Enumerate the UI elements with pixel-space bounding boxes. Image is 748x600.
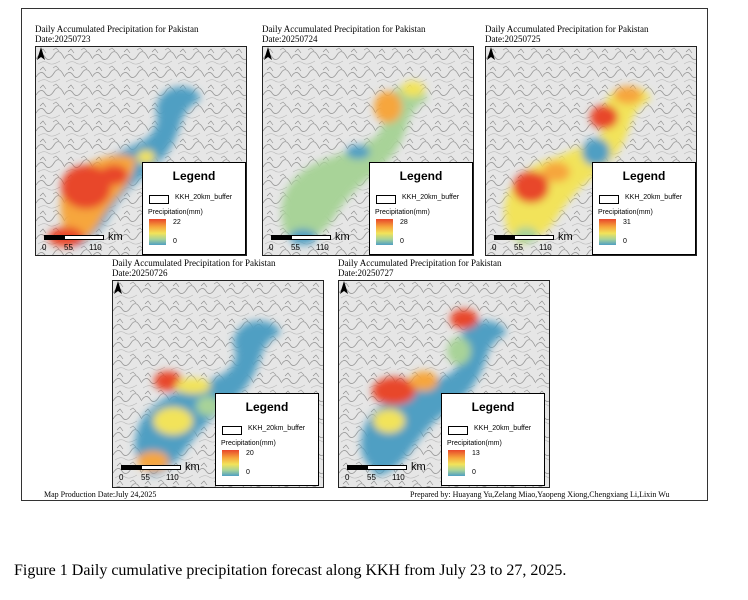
scale-bar: km 0 55 110 (119, 461, 221, 487)
layer-swatch (376, 195, 396, 204)
legend-layer-name: KKH_20km_buffer (175, 194, 233, 201)
panel-title: Daily Accumulated Precipitation for Paki… (112, 258, 276, 268)
panel-title: Daily Accumulated Precipitation for Paki… (35, 24, 199, 34)
legend-precip-label: Precipitation(mm) (375, 209, 430, 216)
legend: Legend KKH_20km_buffer Precipitation(mm)… (215, 393, 319, 486)
scale-unit: km (558, 231, 573, 243)
panel-date: Date:20250725 (485, 34, 541, 44)
panel-date: Date:20250726 (112, 268, 168, 278)
color-ramp (448, 450, 465, 476)
legend-precip-label: Precipitation(mm) (221, 440, 276, 447)
legend-min-value: 0 (173, 238, 177, 245)
legend: Legend KKH_20km_buffer Precipitation(mm)… (441, 393, 545, 486)
scale-unit: km (335, 231, 350, 243)
scale-tick: 55 (514, 243, 523, 252)
color-ramp (222, 450, 239, 476)
legend-layer-name: KKH_20km_buffer (402, 194, 460, 201)
scale-tick: 55 (367, 473, 376, 482)
legend-max-value: 20 (246, 450, 254, 457)
legend-title: Legend (245, 400, 289, 414)
layer-swatch (149, 195, 169, 204)
legend-title: Legend (471, 400, 515, 414)
figure-caption: Figure 1 Daily cumulative precipitation … (14, 562, 567, 579)
panel-date: Date:20250727 (338, 268, 394, 278)
panel-title: Daily Accumulated Precipitation for Paki… (338, 258, 502, 268)
panel-date: Date:20250724 (262, 34, 318, 44)
legend-title: Legend (172, 169, 216, 183)
panel-title: Daily Accumulated Precipitation for Paki… (262, 24, 426, 34)
legend-layer-name: KKH_20km_buffer (474, 425, 532, 432)
legend-title: Legend (622, 169, 666, 183)
panel-20250726: Daily Accumulated Precipitation for Paki… (112, 258, 324, 488)
prepared-by: Prepared by: Huayang Yu,Zelang Miao,Yaop… (410, 490, 670, 499)
map-frame: Legend KKH_20km_buffer Precipitation(mm)… (112, 280, 324, 488)
north-arrow-icon (114, 281, 122, 294)
legend: Legend KKH_20km_buffer Precipitation(mm)… (592, 162, 696, 255)
scale-tick: 55 (291, 243, 300, 252)
legend-min-value: 0 (246, 469, 250, 476)
color-ramp (149, 219, 166, 245)
legend-max-value: 28 (400, 219, 408, 226)
panel-20250723: Daily Accumulated Precipitation for Paki… (35, 24, 247, 256)
layer-swatch (448, 426, 468, 435)
color-ramp (376, 219, 393, 245)
north-arrow-icon (487, 47, 495, 60)
panel-20250727: Daily Accumulated Precipitation for Paki… (338, 258, 550, 488)
scale-bar: km 0 55 110 (269, 231, 371, 255)
legend-max-value: 13 (472, 450, 480, 457)
scale-tick: 0 (42, 243, 47, 252)
scale-bar: km 0 55 110 (492, 231, 594, 255)
map-frame: Legend KKH_20km_buffer Precipitation(mm)… (338, 280, 550, 488)
legend-layer-name: KKH_20km_buffer (248, 425, 306, 432)
scale-unit: km (411, 461, 426, 473)
scale-tick: 55 (141, 473, 150, 482)
panel-title: Daily Accumulated Precipitation for Paki… (485, 24, 649, 34)
scale-tick: 110 (89, 243, 102, 252)
scale-unit: km (185, 461, 200, 473)
legend-title: Legend (399, 169, 443, 183)
scale-tick: 55 (64, 243, 73, 252)
scale-bar: km 0 55 110 (345, 461, 447, 487)
scale-unit: km (108, 231, 123, 243)
north-arrow-icon (340, 281, 348, 294)
legend-min-value: 0 (623, 238, 627, 245)
legend-precip-label: Precipitation(mm) (598, 209, 653, 216)
legend-max-value: 22 (173, 219, 181, 226)
scale-tick: 110 (316, 243, 329, 252)
scale-tick: 0 (119, 473, 124, 482)
figure-frame (21, 8, 708, 501)
legend-min-value: 0 (400, 238, 404, 245)
legend-min-value: 0 (472, 469, 476, 476)
layer-swatch (599, 195, 619, 204)
scale-bar: km 0 55 110 (42, 231, 144, 255)
layer-swatch (222, 426, 242, 435)
scale-tick: 110 (166, 473, 179, 482)
legend: Legend KKH_20km_buffer Precipitation(mm)… (142, 162, 246, 255)
legend-layer-name: KKH_20km_buffer (625, 194, 683, 201)
legend-max-value: 31 (623, 219, 631, 226)
panel-date: Date:20250723 (35, 34, 91, 44)
legend-precip-label: Precipitation(mm) (148, 209, 203, 216)
north-arrow-icon (37, 47, 45, 60)
scale-tick: 0 (492, 243, 497, 252)
scale-tick: 110 (392, 473, 405, 482)
panel-20250725: Daily Accumulated Precipitation for Paki… (485, 24, 697, 256)
legend: Legend KKH_20km_buffer Precipitation(mm)… (369, 162, 473, 255)
map-frame: Legend KKH_20km_buffer Precipitation(mm)… (262, 46, 474, 256)
map-frame: Legend KKH_20km_buffer Precipitation(mm)… (35, 46, 247, 256)
map-frame: Legend KKH_20km_buffer Precipitation(mm)… (485, 46, 697, 256)
legend-precip-label: Precipitation(mm) (447, 440, 502, 447)
panel-20250724: Daily Accumulated Precipitation for Paki… (262, 24, 474, 256)
scale-tick: 110 (539, 243, 552, 252)
production-date: Map Production Date:July 24,2025 (44, 490, 157, 499)
north-arrow-icon (264, 47, 272, 60)
scale-tick: 0 (269, 243, 274, 252)
color-ramp (599, 219, 616, 245)
scale-tick: 0 (345, 473, 350, 482)
